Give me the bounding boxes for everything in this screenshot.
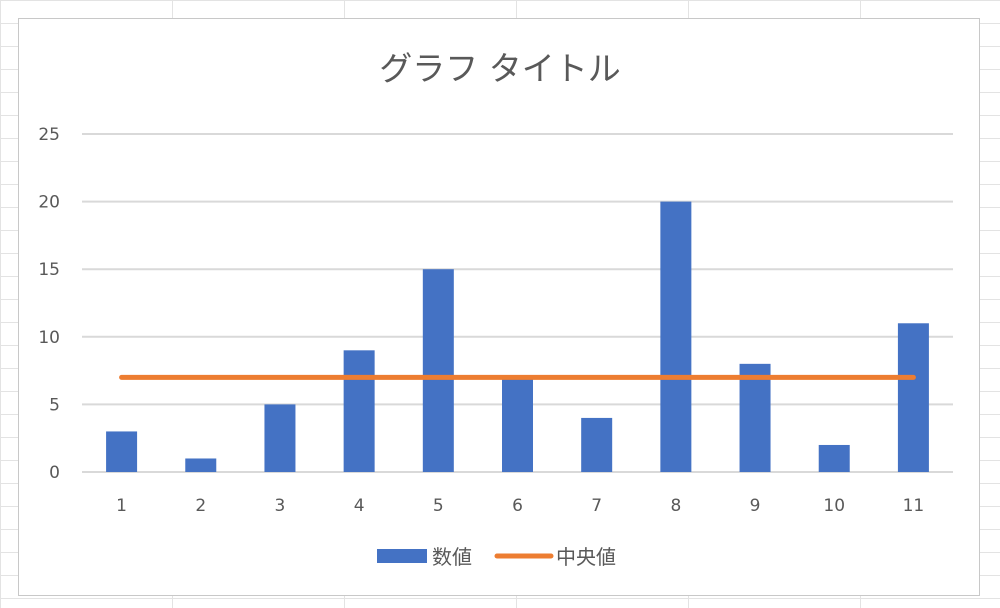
y-tick-label: 10 (38, 328, 60, 348)
legend-swatch-bar (377, 549, 427, 563)
y-tick-label: 0 (49, 463, 60, 483)
legend: 数値 中央値 (377, 545, 616, 569)
x-tick-label: 9 (750, 496, 761, 516)
x-tick-label: 8 (670, 496, 681, 516)
legend-label-line: 中央値 (556, 545, 616, 569)
bar (660, 201, 692, 472)
x-tick-label: 10 (823, 496, 845, 516)
y-axis-ticks: 0 5 10 15 20 25 (38, 125, 60, 483)
bar (185, 458, 217, 472)
bar (422, 269, 454, 472)
bar (264, 404, 296, 472)
x-axis-ticks: 1 2 3 4 5 6 7 8 9 10 11 (116, 496, 924, 516)
bar (897, 323, 929, 472)
bar (502, 377, 533, 472)
y-tick-label: 5 (49, 395, 60, 415)
bar-series (106, 201, 929, 472)
y-tick-label: 15 (38, 260, 60, 280)
y-tick-label: 20 (38, 193, 60, 213)
bar (581, 417, 613, 472)
bar (343, 350, 375, 472)
bar (106, 431, 138, 472)
bar (818, 444, 850, 472)
x-tick-label: 7 (591, 496, 602, 516)
x-tick-label: 3 (275, 496, 286, 516)
x-tick-label: 11 (903, 496, 925, 516)
x-tick-label: 5 (433, 496, 444, 516)
y-tick-label: 25 (38, 125, 60, 145)
x-tick-label: 2 (195, 496, 206, 516)
x-tick-label: 1 (116, 496, 127, 516)
chart-frame[interactable] (18, 18, 980, 596)
bar (739, 363, 771, 472)
chart-title: グラフ タイトル (379, 49, 621, 88)
legend-label-bar: 数値 (432, 545, 472, 569)
x-tick-label: 4 (354, 496, 365, 516)
x-tick-label: 6 (512, 496, 523, 516)
